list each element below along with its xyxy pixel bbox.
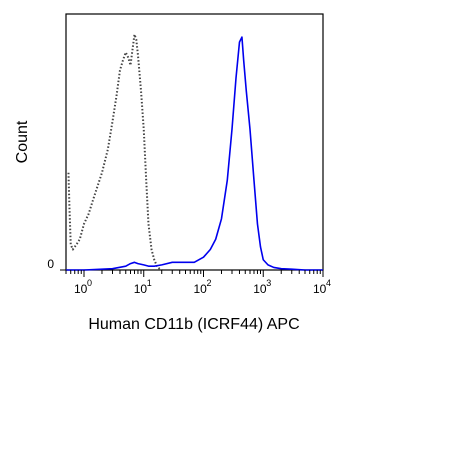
y-axis: 0 <box>47 257 66 271</box>
y-tick-label: 0 <box>47 257 54 271</box>
x-axis-title: Human CD11b (ICRF44) APC <box>88 316 299 333</box>
x-tick-label-base: 10 <box>253 282 267 296</box>
control-histogram-line <box>67 33 163 271</box>
x-tick-label-base: 10 <box>74 282 88 296</box>
x-tick-label-exponent: 1 <box>147 278 152 288</box>
x-tick-label-base: 10 <box>313 282 327 296</box>
x-tick-label-exponent: 0 <box>87 278 92 288</box>
series-layer <box>66 33 323 271</box>
y-axis-title: Count <box>14 120 31 163</box>
x-tick-label-base: 10 <box>134 282 148 296</box>
x-tick-label-base: 10 <box>193 282 207 296</box>
stained-histogram-line <box>66 36 323 271</box>
x-tick-label-exponent: 3 <box>266 278 271 288</box>
plot-frame <box>65 13 324 271</box>
x-tick-label-exponent: 4 <box>326 278 331 288</box>
x-tick-label-exponent: 2 <box>206 278 211 288</box>
x-axis: 10 0 10 1 10 2 10 3 10 4 <box>65 270 331 296</box>
